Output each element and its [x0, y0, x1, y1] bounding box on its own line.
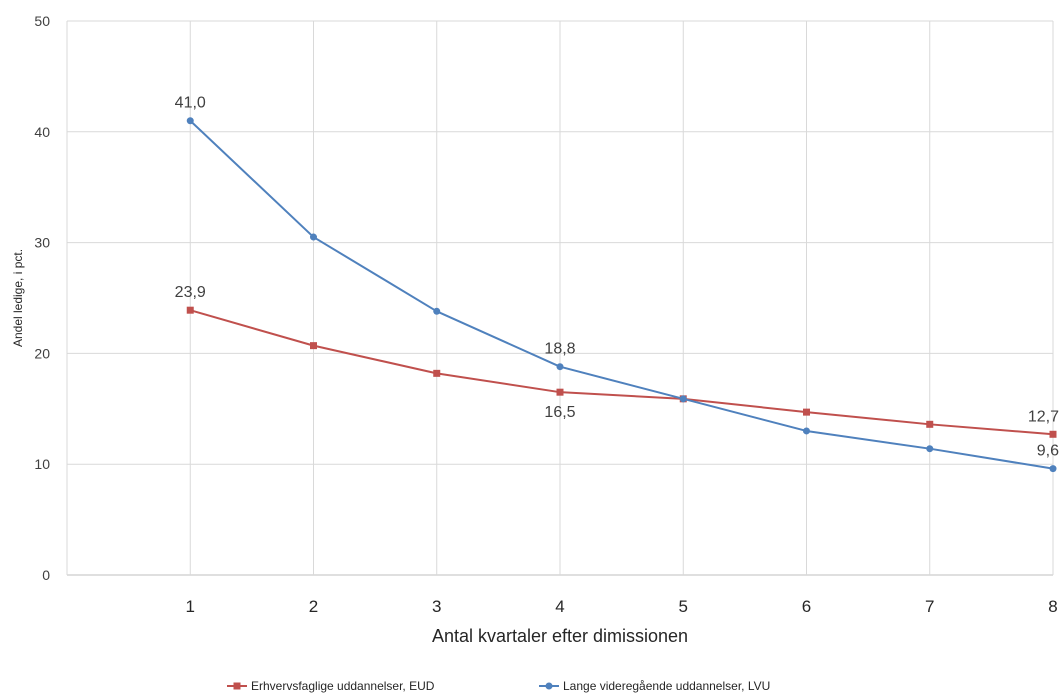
legend-marker [233, 682, 241, 690]
y-tick-label: 20 [34, 345, 50, 361]
data-point [310, 233, 317, 241]
x-tick-label: 4 [555, 597, 564, 616]
y-tick-label: 10 [34, 456, 50, 472]
data-point [803, 427, 810, 435]
x-tick-label: 7 [925, 597, 934, 616]
data-label: 41,0 [175, 95, 206, 112]
x-tick-label: 2 [309, 597, 318, 616]
data-point [926, 445, 934, 453]
data-point [1049, 430, 1057, 438]
data-point [679, 395, 687, 403]
legend-marker [545, 682, 553, 690]
legend-label: Erhvervsfaglige uddannelser, EUD [251, 679, 435, 693]
data-label: 18,8 [544, 341, 575, 358]
y-tick-label: 0 [42, 567, 50, 583]
data-label: 9,6 [1037, 443, 1059, 460]
series-line [189, 119, 1054, 470]
data-point [433, 369, 441, 377]
data-point [186, 306, 194, 314]
data-point [310, 342, 317, 350]
data-label: 12,7 [1028, 408, 1059, 425]
y-tick-label: 30 [34, 235, 50, 251]
data-label: 23,9 [175, 284, 206, 301]
data-point [186, 117, 194, 125]
data-labels: 23,9 16,5 12,7 41,0 18,8 9,6 [175, 95, 1059, 460]
data-point [803, 408, 810, 416]
legend-label: Lange videregående uddannelser, LVU [563, 679, 770, 693]
x-tick-label: 5 [679, 597, 688, 616]
y-axis-title: Andel ledige, i pct. [11, 249, 25, 347]
y-axis-ticks: 0 10 20 30 40 50 [34, 13, 50, 583]
x-tick-label: 1 [186, 597, 195, 616]
data-point [556, 388, 564, 396]
data-point [1049, 465, 1057, 473]
grid-lines [66, 20, 1054, 576]
x-axis-ticks: 1 2 3 4 5 6 7 8 [186, 597, 1058, 616]
legend: Erhvervsfaglige uddannelser, EUD Lange vi… [227, 679, 770, 693]
data-point [556, 363, 564, 371]
series-line [189, 309, 1054, 436]
series-layer [186, 117, 1057, 473]
x-tick-label: 3 [432, 597, 441, 616]
y-tick-label: 40 [34, 124, 50, 140]
x-tick-label: 8 [1048, 597, 1057, 616]
x-axis-title: Antal kvartaler efter dimissionen [432, 626, 688, 646]
x-tick-label: 6 [802, 597, 811, 616]
data-label: 16,5 [544, 404, 575, 421]
data-point [926, 420, 934, 428]
y-tick-label: 50 [34, 13, 50, 29]
data-point [433, 307, 441, 315]
